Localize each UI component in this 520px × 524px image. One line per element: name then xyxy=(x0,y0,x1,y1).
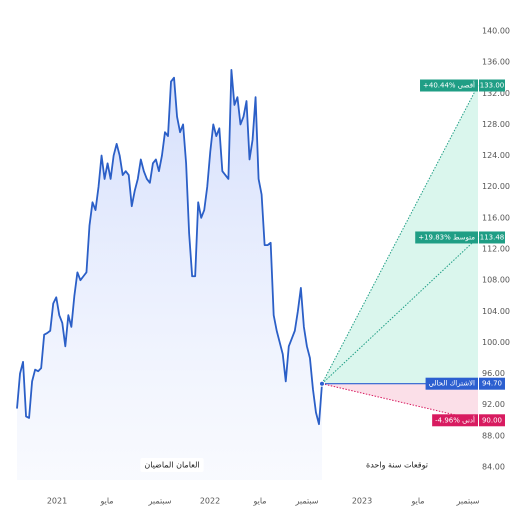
x-tick-label: سبتمبر xyxy=(148,497,172,506)
y-tick-label: 120.00 xyxy=(482,182,510,191)
x-tick-label: مايو xyxy=(99,497,113,506)
y-tick-label: 116.00 xyxy=(482,213,510,222)
y-tick-label: 100.00 xyxy=(482,338,510,347)
annotation-box xyxy=(140,458,204,472)
x-tick-label: مايو xyxy=(252,497,266,506)
y-tick-label: 108.00 xyxy=(482,276,510,285)
y-tick-label: 128.00 xyxy=(482,120,510,129)
x-tick-label: 2023 xyxy=(352,497,372,506)
name-label: الاشتراك الحالي xyxy=(429,380,475,388)
y-tick-label: 132.00 xyxy=(482,89,510,98)
y-tick-label: 104.00 xyxy=(482,307,510,316)
y-tick-label: 88.00 xyxy=(482,431,505,440)
x-tick-label: سبتمبر xyxy=(295,497,319,506)
value-label: 113.48 xyxy=(480,233,505,241)
value-badge xyxy=(479,231,505,244)
y-tick-label: 136.00 xyxy=(482,58,510,67)
x-tick-label: سبتمبر xyxy=(456,497,480,506)
history-line xyxy=(16,69,323,426)
y-tick-label: 112.00 xyxy=(482,245,510,254)
name-badge xyxy=(415,231,478,244)
forecast-line xyxy=(321,85,479,384)
name-label: +19.83% متوسط xyxy=(418,233,475,241)
annotation: توقعات سنة واحدة xyxy=(366,461,428,470)
x-tick-label: 2022 xyxy=(200,497,220,506)
annotation: العامان الماضيان xyxy=(144,461,199,470)
name-label: -4.96% أدنى xyxy=(435,415,475,424)
value-badge xyxy=(479,377,505,390)
value-label: 94.70 xyxy=(482,380,502,388)
name-label: +40.44% أقصى xyxy=(423,81,475,90)
y-tick-label: 124.00 xyxy=(482,151,510,160)
history-area xyxy=(17,69,322,480)
y-tick-label: 140.00 xyxy=(482,27,510,36)
annotation-box xyxy=(362,458,432,472)
value-label: 90.00 xyxy=(482,416,502,424)
name-badge xyxy=(425,377,478,390)
x-tick-label: مايو xyxy=(410,497,424,506)
x-tick-label: 2021 xyxy=(47,497,67,506)
y-tick-label: 96.00 xyxy=(482,369,505,378)
name-badge xyxy=(432,414,478,427)
name-badge xyxy=(420,79,478,92)
forecast-line xyxy=(321,237,479,385)
y-tick-label: 92.00 xyxy=(482,400,505,409)
current-point xyxy=(319,380,325,387)
y-tick-label: 84.00 xyxy=(482,463,505,472)
value-badge xyxy=(479,79,505,92)
value-badge xyxy=(479,414,505,427)
value-label: 133.00 xyxy=(480,82,505,90)
